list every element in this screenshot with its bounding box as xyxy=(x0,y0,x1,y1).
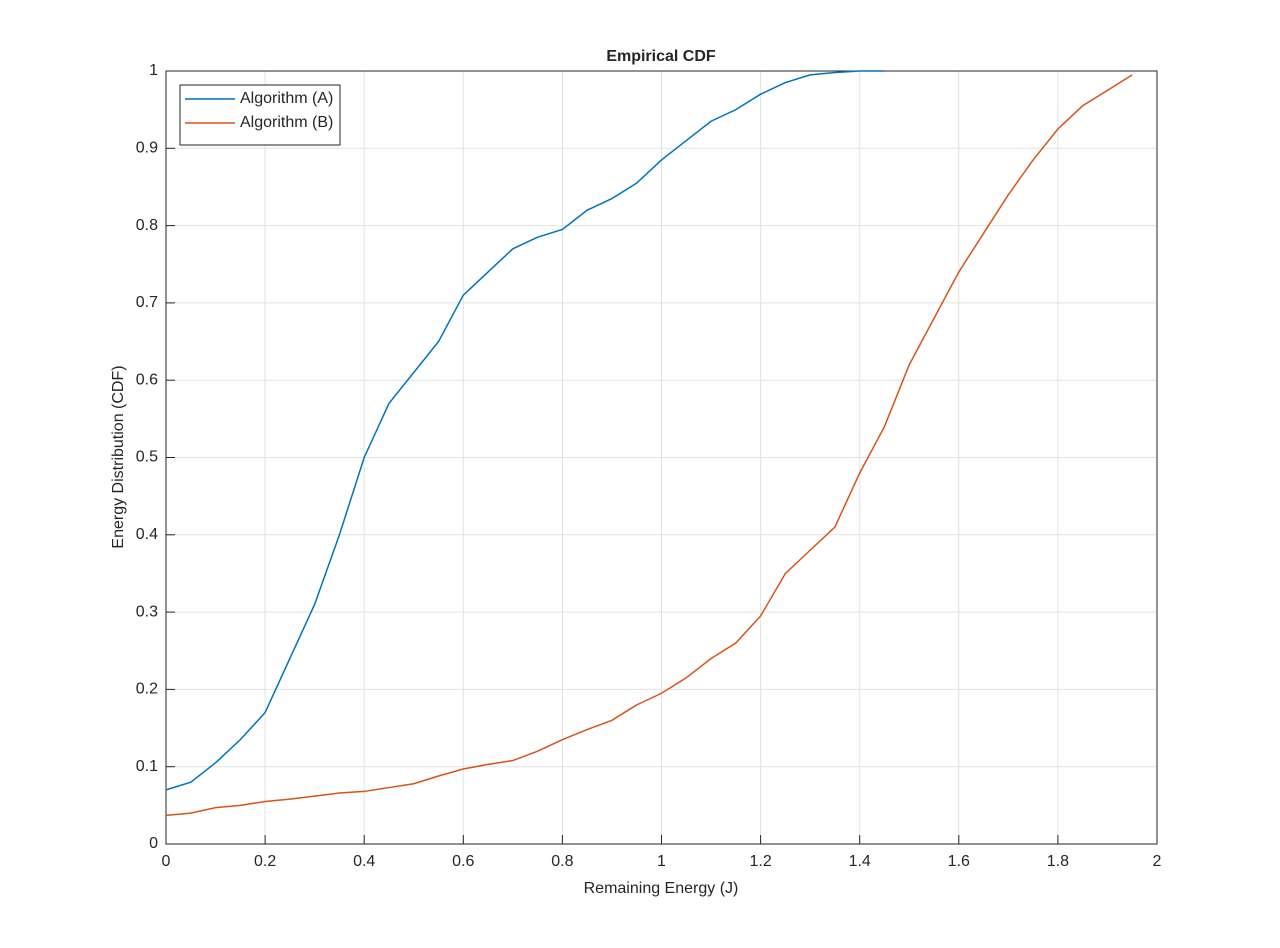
x-tick-label: 1.4 xyxy=(849,853,871,870)
series-line xyxy=(165,74,1133,817)
legend-box xyxy=(179,84,341,146)
series-line xyxy=(165,70,885,791)
y-tick-label: 0.1 xyxy=(136,758,158,775)
y-tick-label: 0.5 xyxy=(136,449,158,466)
y-tick-label: 0.6 xyxy=(136,371,158,388)
y-axis-label: Energy Distribution (CDF) xyxy=(110,365,127,548)
chart-title: Empirical CDF xyxy=(606,48,716,65)
x-tick-label: 0.4 xyxy=(353,853,375,870)
x-tick-label: 1.2 xyxy=(749,853,771,870)
y-tick-label: 0.3 xyxy=(136,603,158,620)
plot-frame xyxy=(165,70,1158,845)
y-tick-label: 0.4 xyxy=(136,526,158,543)
x-tick-label: 1.8 xyxy=(1047,853,1069,870)
x-tick-label: 0.6 xyxy=(452,853,474,870)
y-tick-label: 1 xyxy=(149,62,158,79)
x-axis-label: Remaining Energy (J) xyxy=(584,880,739,897)
x-tick-label: 2 xyxy=(1153,853,1162,870)
legend-label: Algorithm (A) xyxy=(240,90,333,107)
y-tick-label: 0.8 xyxy=(136,217,158,234)
y-tick-label: 0.7 xyxy=(136,294,158,311)
x-tick-label: 1 xyxy=(657,853,666,870)
legend-label: Algorithm (B) xyxy=(240,114,333,131)
x-tick-label: 0.2 xyxy=(254,853,276,870)
y-tick-label: 0 xyxy=(149,835,158,852)
x-tick-label: 0.8 xyxy=(551,853,573,870)
y-tick-label: 0.2 xyxy=(136,681,158,698)
x-tick-label: 0 xyxy=(162,853,171,870)
y-tick-label: 0.9 xyxy=(136,140,158,157)
x-tick-label: 1.6 xyxy=(948,853,970,870)
